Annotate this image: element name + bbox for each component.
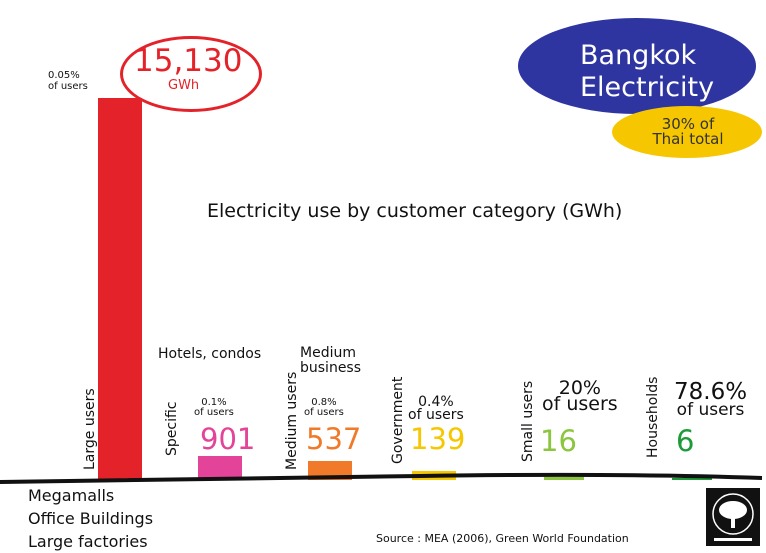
annotation-hotels-condos: Hotels, condos: [158, 346, 262, 362]
annotation-medium-line1: Medium: [300, 345, 356, 361]
value-label-government: 139: [410, 422, 466, 456]
bangkok-callout-text: Bangkok Electricity: [580, 40, 714, 104]
bar-small-users: [544, 477, 584, 480]
share-label-small-users: 20% of users: [542, 377, 618, 415]
share-value-medium-users: 0.8%: [311, 397, 337, 408]
share-label-specific: 0.1% of users: [194, 398, 234, 418]
share-value-small-users: 20%: [558, 377, 601, 399]
share-label-government: 0.4% of users: [408, 394, 464, 423]
bar-large-users: [98, 98, 142, 480]
category-label-small-users: Small users: [520, 380, 536, 462]
annotation-medium-business: Medium business: [300, 346, 361, 376]
large-users-value-ring: [120, 36, 262, 112]
bangkok-callout-bubble: [518, 18, 756, 114]
value-label-medium-users: 537: [306, 422, 362, 456]
example-office-buildings: Office Buildings: [28, 509, 154, 528]
share-label-households: 78.6% of users: [674, 379, 748, 420]
large-users-share-word: of users: [48, 81, 88, 92]
source-note: Source : MEA (2006), Green World Foundat…: [376, 532, 629, 545]
callout-title-line2: Electricity: [580, 72, 715, 103]
chart-title: Electricity use by customer category (GW…: [207, 200, 623, 222]
value-label-specific: 901: [200, 422, 256, 456]
large-users-value-label: 15,130: [134, 43, 243, 79]
value-label-small-users: 16: [540, 424, 577, 458]
share-word-small-users: of users: [542, 393, 618, 415]
share-word-specific: of users: [194, 407, 234, 418]
share-line1: 30% of: [661, 115, 715, 133]
category-label-government: Government: [390, 376, 406, 464]
category-label-large-users: Large users: [82, 388, 98, 470]
category-label-households: Households: [645, 376, 661, 458]
large-users-unit-label: GWh: [168, 78, 200, 93]
foundation-logo: [706, 488, 760, 546]
share-line2: Thai total: [652, 130, 724, 148]
large-user-examples: Megamalls Office Buildings Large factori…: [28, 484, 153, 553]
share-word-households: of users: [676, 400, 745, 420]
example-megamalls: Megamalls: [28, 486, 115, 505]
share-value-households: 78.6%: [674, 379, 748, 405]
example-large-factories: Large factories: [28, 532, 148, 551]
share-value-government: 0.4%: [418, 394, 454, 410]
share-callout-text: 30% of Thai total: [618, 117, 758, 147]
share-word-medium-users: of users: [304, 407, 344, 418]
category-label-medium-users: Medium users: [284, 371, 300, 470]
bar-households: [672, 478, 712, 480]
value-label-households: 6: [676, 424, 695, 458]
share-callout-bubble: [612, 106, 762, 158]
baseline-line: [0, 472, 763, 484]
tree-icon: [712, 493, 754, 541]
callout-title-line1: Bangkok: [580, 40, 697, 71]
large-users-share-label: 0.05% of users: [48, 70, 88, 92]
large-users-share-value: 0.05%: [48, 70, 80, 81]
share-word-government: of users: [408, 407, 464, 423]
baseline: [0, 472, 763, 484]
category-label-specific: Specific: [164, 401, 180, 457]
bar-specific: [198, 456, 242, 480]
annotation-medium-line2: business: [300, 360, 362, 376]
share-value-specific: 0.1%: [201, 397, 227, 408]
share-label-medium-users: 0.8% of users: [304, 398, 344, 418]
